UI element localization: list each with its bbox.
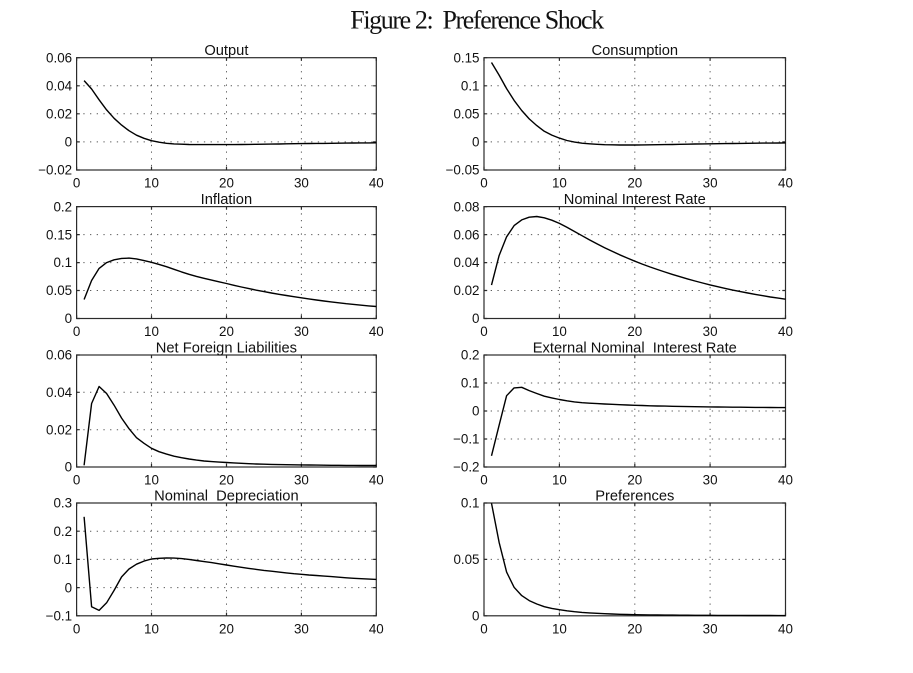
svg-text:0.05: 0.05	[453, 107, 479, 122]
svg-text:0.06: 0.06	[46, 50, 72, 65]
svg-text:External Nominal Interest Rat: External Nominal Interest Rate	[533, 341, 737, 357]
svg-text:30: 30	[703, 176, 718, 191]
svg-text:0.04: 0.04	[453, 255, 480, 270]
svg-text:0.06: 0.06	[453, 227, 479, 242]
svg-text:0.06: 0.06	[46, 348, 72, 363]
svg-text:−0.1: −0.1	[46, 609, 72, 624]
svg-text:Figure 2: Preference Shock: Figure 2: Preference Shock	[350, 6, 604, 35]
svg-text:0.02: 0.02	[46, 107, 72, 122]
svg-text:0: 0	[65, 460, 72, 475]
svg-text:20: 20	[219, 622, 234, 637]
svg-text:0.05: 0.05	[453, 552, 479, 567]
svg-text:0.1: 0.1	[461, 79, 480, 94]
svg-text:40: 40	[369, 176, 384, 191]
svg-text:0.3: 0.3	[53, 496, 72, 511]
svg-text:10: 10	[144, 324, 159, 339]
svg-text:20: 20	[627, 324, 642, 339]
svg-text:−0.02: −0.02	[38, 163, 72, 178]
svg-text:0.15: 0.15	[453, 50, 479, 65]
svg-text:10: 10	[552, 473, 567, 488]
svg-text:20: 20	[627, 622, 642, 637]
svg-text:0: 0	[73, 176, 80, 191]
svg-text:30: 30	[294, 176, 309, 191]
svg-text:0.2: 0.2	[53, 199, 72, 214]
svg-text:0.1: 0.1	[461, 496, 480, 511]
svg-text:−0.2: −0.2	[453, 460, 479, 475]
svg-text:−0.05: −0.05	[446, 163, 480, 178]
svg-text:40: 40	[369, 622, 384, 637]
svg-text:30: 30	[294, 324, 309, 339]
svg-text:20: 20	[219, 176, 234, 191]
svg-text:40: 40	[778, 176, 793, 191]
svg-text:10: 10	[144, 622, 159, 637]
svg-text:0.1: 0.1	[53, 255, 72, 270]
svg-text:0: 0	[480, 176, 487, 191]
svg-text:0: 0	[472, 404, 479, 419]
svg-text:Net Foreign Liabilities: Net Foreign Liabilities	[156, 341, 297, 357]
svg-text:0.04: 0.04	[46, 385, 73, 400]
svg-text:30: 30	[294, 473, 309, 488]
svg-text:−0.1: −0.1	[453, 432, 479, 447]
svg-text:20: 20	[627, 473, 642, 488]
svg-text:Nominal Depreciation: Nominal Depreciation	[154, 489, 299, 505]
svg-text:Inflation: Inflation	[201, 192, 252, 208]
svg-text:0: 0	[73, 622, 80, 637]
svg-text:40: 40	[369, 324, 384, 339]
svg-text:10: 10	[144, 473, 159, 488]
svg-text:Preferences: Preferences	[595, 489, 674, 505]
svg-text:20: 20	[219, 473, 234, 488]
svg-text:Consumption: Consumption	[592, 43, 679, 59]
svg-text:0: 0	[65, 580, 72, 595]
svg-text:0: 0	[73, 473, 80, 488]
svg-text:0.2: 0.2	[53, 524, 72, 539]
svg-text:30: 30	[703, 622, 718, 637]
svg-text:10: 10	[552, 622, 567, 637]
svg-text:0.1: 0.1	[461, 376, 480, 391]
svg-text:10: 10	[552, 324, 567, 339]
svg-text:30: 30	[703, 324, 718, 339]
svg-text:20: 20	[219, 324, 234, 339]
svg-text:30: 30	[703, 473, 718, 488]
svg-text:40: 40	[369, 473, 384, 488]
svg-text:Nominal Interest Rate: Nominal Interest Rate	[564, 192, 706, 208]
svg-text:30: 30	[294, 622, 309, 637]
svg-text:0.02: 0.02	[46, 422, 72, 437]
svg-text:10: 10	[144, 176, 159, 191]
svg-text:40: 40	[778, 473, 793, 488]
svg-text:0: 0	[472, 609, 479, 624]
svg-text:0: 0	[472, 135, 479, 150]
svg-text:0: 0	[480, 622, 487, 637]
svg-text:10: 10	[552, 176, 567, 191]
svg-text:Output: Output	[204, 43, 248, 59]
svg-text:40: 40	[778, 324, 793, 339]
svg-text:0: 0	[480, 473, 487, 488]
svg-text:0.02: 0.02	[453, 283, 479, 298]
svg-text:0: 0	[65, 135, 72, 150]
svg-text:0: 0	[73, 324, 80, 339]
svg-text:0.04: 0.04	[46, 79, 73, 94]
svg-text:0: 0	[472, 311, 479, 326]
svg-text:0.15: 0.15	[46, 227, 72, 242]
svg-text:20: 20	[627, 176, 642, 191]
svg-text:0.05: 0.05	[46, 283, 72, 298]
svg-text:0.1: 0.1	[53, 552, 72, 567]
svg-text:40: 40	[778, 622, 793, 637]
svg-text:0: 0	[480, 324, 487, 339]
svg-text:0: 0	[65, 311, 72, 326]
svg-text:0.2: 0.2	[461, 348, 480, 363]
svg-text:0.08: 0.08	[453, 199, 479, 214]
